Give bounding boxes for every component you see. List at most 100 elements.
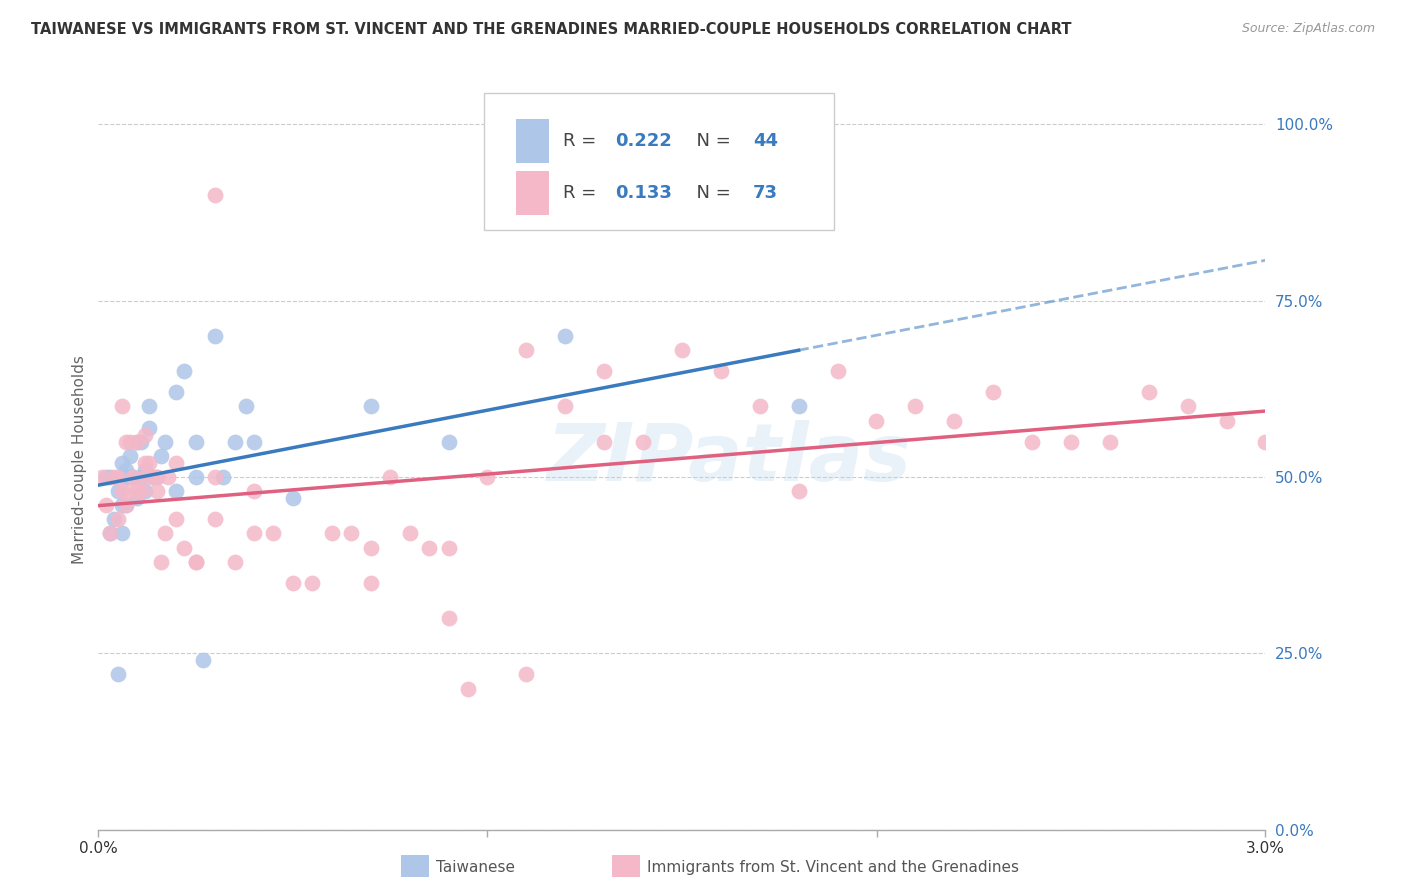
Point: [398, 526, 420, 541]
Point: [204, 512, 226, 526]
Point: [904, 400, 927, 414]
Point: [134, 463, 156, 477]
Point: [301, 575, 323, 590]
Point: [129, 434, 152, 449]
Point: [98, 526, 121, 541]
Point: [380, 470, 402, 484]
Point: [360, 575, 382, 590]
Point: [477, 470, 499, 484]
Point: [360, 541, 382, 555]
Point: [114, 498, 136, 512]
Point: [1254, 434, 1277, 449]
Point: [184, 470, 207, 484]
Point: [146, 470, 169, 484]
Point: [321, 526, 343, 541]
FancyBboxPatch shape: [516, 170, 548, 215]
Point: [122, 470, 145, 484]
Point: [138, 456, 160, 470]
Point: [134, 456, 156, 470]
Point: [111, 526, 134, 541]
Text: N =: N =: [685, 132, 737, 150]
Point: [437, 541, 460, 555]
Point: [118, 434, 141, 449]
Point: [165, 456, 187, 470]
Text: Immigrants from St. Vincent and the Grenadines: Immigrants from St. Vincent and the Gren…: [647, 861, 1019, 875]
Point: [204, 329, 226, 343]
Point: [146, 470, 169, 484]
Text: 73: 73: [754, 184, 778, 202]
Point: [865, 414, 887, 428]
Point: [204, 470, 226, 484]
Text: N =: N =: [685, 184, 737, 202]
Point: [111, 484, 134, 499]
Point: [184, 434, 207, 449]
Point: [243, 434, 266, 449]
Point: [224, 434, 246, 449]
Point: [91, 470, 114, 484]
Point: [138, 420, 160, 434]
Point: [107, 470, 129, 484]
Point: [96, 470, 118, 484]
Point: [107, 484, 129, 499]
Point: [235, 400, 257, 414]
Point: [149, 555, 172, 569]
Text: 0.222: 0.222: [616, 132, 672, 150]
Point: [103, 470, 125, 484]
Point: [173, 364, 195, 378]
Point: [418, 541, 440, 555]
Point: [118, 470, 141, 484]
Point: [127, 491, 149, 505]
Point: [1021, 434, 1043, 449]
Point: [149, 449, 172, 463]
Point: [281, 491, 304, 505]
Point: [281, 575, 304, 590]
Point: [107, 512, 129, 526]
Point: [981, 385, 1004, 400]
Point: [748, 400, 770, 414]
Y-axis label: Married-couple Households: Married-couple Households: [72, 355, 87, 564]
Point: [437, 611, 460, 625]
Point: [593, 434, 616, 449]
Point: [146, 484, 169, 499]
Point: [165, 385, 187, 400]
Point: [1137, 385, 1160, 400]
Point: [1098, 434, 1121, 449]
Point: [111, 400, 134, 414]
Point: [138, 400, 160, 414]
Point: [554, 400, 576, 414]
Point: [1215, 414, 1237, 428]
Text: TAIWANESE VS IMMIGRANTS FROM ST. VINCENT AND THE GRENADINES MARRIED-COUPLE HOUSE: TAIWANESE VS IMMIGRANTS FROM ST. VINCENT…: [31, 22, 1071, 37]
Point: [96, 498, 118, 512]
Point: [134, 484, 156, 499]
Text: Source: ZipAtlas.com: Source: ZipAtlas.com: [1241, 22, 1375, 36]
Point: [515, 343, 537, 357]
Point: [114, 434, 136, 449]
Point: [107, 667, 129, 681]
Point: [103, 512, 125, 526]
FancyBboxPatch shape: [484, 93, 834, 230]
Point: [262, 526, 284, 541]
Point: [1060, 434, 1083, 449]
Text: 44: 44: [754, 132, 778, 150]
Point: [943, 414, 966, 428]
Point: [710, 364, 733, 378]
Point: [165, 512, 187, 526]
Point: [127, 434, 149, 449]
Point: [127, 484, 149, 499]
FancyBboxPatch shape: [516, 119, 548, 163]
Point: [114, 470, 136, 484]
Point: [134, 427, 156, 442]
Point: [165, 484, 187, 499]
Point: [122, 470, 145, 484]
Point: [134, 470, 156, 484]
Point: [153, 434, 176, 449]
Point: [787, 484, 810, 499]
Point: [129, 470, 152, 484]
Point: [340, 526, 363, 541]
Text: R =: R =: [562, 132, 602, 150]
Point: [184, 555, 207, 569]
Point: [114, 463, 136, 477]
Point: [212, 470, 235, 484]
Point: [593, 364, 616, 378]
Point: [631, 434, 654, 449]
